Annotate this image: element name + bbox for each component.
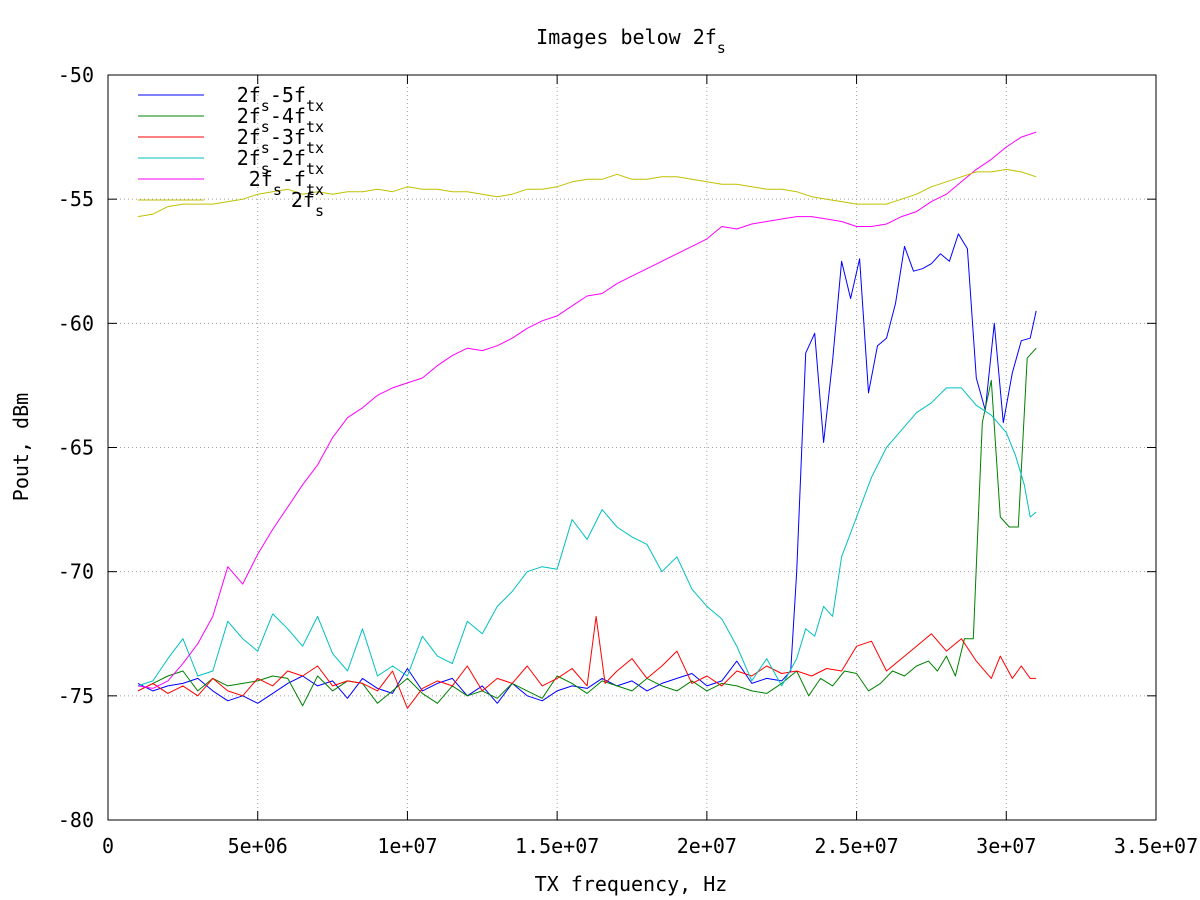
legend-label-2fs-ftx: 2fs-ftx [249, 167, 324, 199]
legend-label-2fs-2ftx: 2fs-2ftx [237, 146, 324, 178]
chart-title-sub: s [717, 39, 726, 57]
chart-title-main: Images below 2f [536, 25, 717, 49]
legend-label-2fs-3ftx: 2fs-3ftx [237, 125, 324, 157]
y-tick-label: -55 [58, 187, 94, 211]
legend-label-2fs: 2fs [291, 188, 324, 220]
x-tick-label: 2.5e+07 [814, 834, 898, 858]
x-axis-label: TX frequency, Hz [535, 872, 728, 896]
y-tick-label: -75 [58, 684, 94, 708]
x-tick-label: 3.5e+07 [1114, 834, 1198, 858]
legend-label-2fs-4ftx: 2fs-4ftx [237, 104, 324, 136]
x-tick-label: 1e+07 [377, 834, 437, 858]
legend-label-2fs-5ftx: 2fs-5ftx [237, 83, 324, 115]
y-tick-label: -80 [58, 808, 94, 832]
x-tick-label: 0 [102, 834, 114, 858]
legend: 2fs-5ftx2fs-4ftx2fs-3ftx2fs-2ftx2fs-ftx2… [138, 83, 324, 220]
x-tick-label: 5e+06 [228, 834, 288, 858]
y-tick-label: -50 [58, 63, 94, 87]
x-tick-label: 2e+07 [677, 834, 737, 858]
series-line-2fs-5ftx [137, 233, 1037, 704]
series-lines [137, 131, 1037, 709]
x-tick-label: 1.5e+07 [515, 834, 599, 858]
series-line-2fs-4ftx [137, 347, 1037, 707]
y-tick-label: -60 [58, 311, 94, 335]
chart-title: Images below 2fs [536, 25, 726, 57]
axis-ticks: 0 5e+06 1e+07 1.5e+07 2e+07 2.5e+07 3e+07 3.5e+… [58, 63, 1198, 858]
y-axis-label: Pout, dBm [9, 393, 33, 501]
y-tick-label: -65 [58, 436, 94, 460]
series-line-2fs-ftx [137, 131, 1037, 689]
series-line-2fs-2ftx [137, 387, 1037, 687]
y-tick-label: -70 [58, 560, 94, 584]
series-line-2fs-3ftx [137, 615, 1037, 709]
grid-lines [108, 75, 1156, 820]
series-line-2fs [137, 168, 1037, 218]
x-tick-label: 3e+07 [976, 834, 1036, 858]
